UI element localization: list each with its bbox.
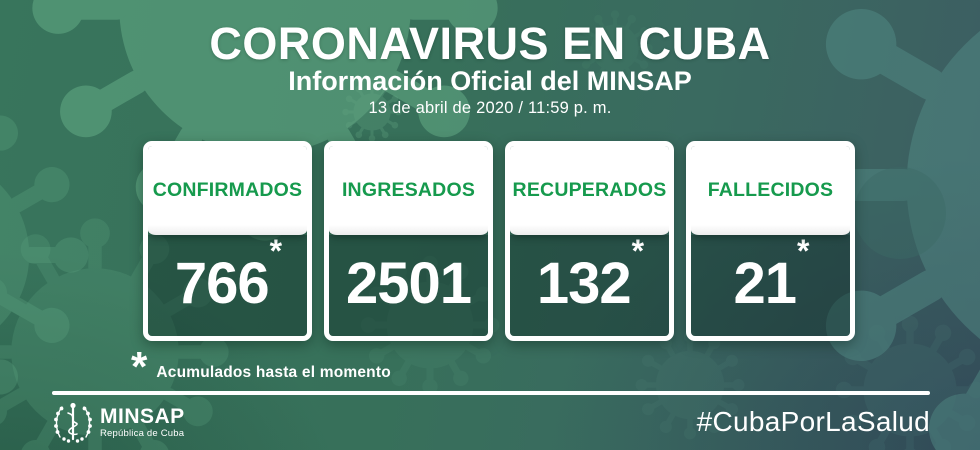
stat-card-value: 2501 [346, 254, 472, 313]
minsap-logo-text: MINSAP República de Cuba [100, 406, 185, 439]
stat-card-value: 766* [175, 235, 282, 313]
stat-card-label: INGRESADOS [341, 179, 476, 201]
stat-card-header: INGRESADOS [329, 146, 488, 235]
report-date: 13 de abril de 2020 / 11:59 p. m. [368, 99, 612, 117]
stat-card-ingresados: INGRESADOS 2501 [324, 141, 493, 341]
stat-asterisk: * [797, 232, 809, 269]
footnote-text: Acumulados hasta el momento [156, 364, 391, 381]
stat-card-window: 2501 [329, 235, 488, 336]
minsap-emblem-icon [54, 402, 92, 443]
stats-row: CONFIRMADOS 766* INGRESADOS 2501 RECUPER… [143, 141, 855, 341]
stat-card-header: FALLECIDOS [691, 146, 850, 235]
stat-card-recuperados: RECUPERADOS 132* [505, 141, 674, 341]
org-subtitle: República de Cuba [100, 427, 185, 439]
stat-asterisk: * [631, 232, 644, 269]
page-subtitle: Información Oficial del MINSAP [288, 66, 692, 96]
stat-card-header: RECUPERADOS [510, 146, 669, 235]
stat-number: 21 [733, 250, 798, 316]
stat-card-confirmados: CONFIRMADOS 766* [143, 141, 312, 341]
footer-divider [52, 391, 930, 395]
stat-number: 2501 [345, 250, 472, 316]
stat-asterisk: * [269, 232, 282, 269]
stat-card-value: 21* [734, 235, 810, 313]
footnote: * Acumulados hasta el momento [131, 343, 391, 390]
stat-card-label: FALLECIDOS [707, 179, 834, 201]
stat-card-window: 21* [691, 235, 850, 336]
stat-number: 766 [174, 250, 270, 316]
stat-card-value: 132* [537, 235, 644, 313]
stat-card-label: CONFIRMADOS [152, 179, 303, 201]
hashtag-text: #CubaPorLaSalud [696, 406, 930, 437]
virus-particle-icon [854, 167, 946, 259]
minsap-logo: MINSAP República de Cuba [52, 399, 185, 445]
stat-card-fallecidos: FALLECIDOS 21* [686, 141, 855, 341]
stat-number: 132 [536, 250, 632, 316]
org-name: MINSAP [100, 404, 185, 428]
footnote-asterisk: * [131, 343, 148, 390]
stat-card-label: RECUPERADOS [512, 179, 667, 201]
stat-card-window: 766* [148, 235, 307, 336]
page-title: CORONAVIRUS EN CUBA [209, 18, 771, 69]
stat-card-header: CONFIRMADOS [148, 146, 307, 235]
stat-card-window: 132* [510, 235, 669, 336]
